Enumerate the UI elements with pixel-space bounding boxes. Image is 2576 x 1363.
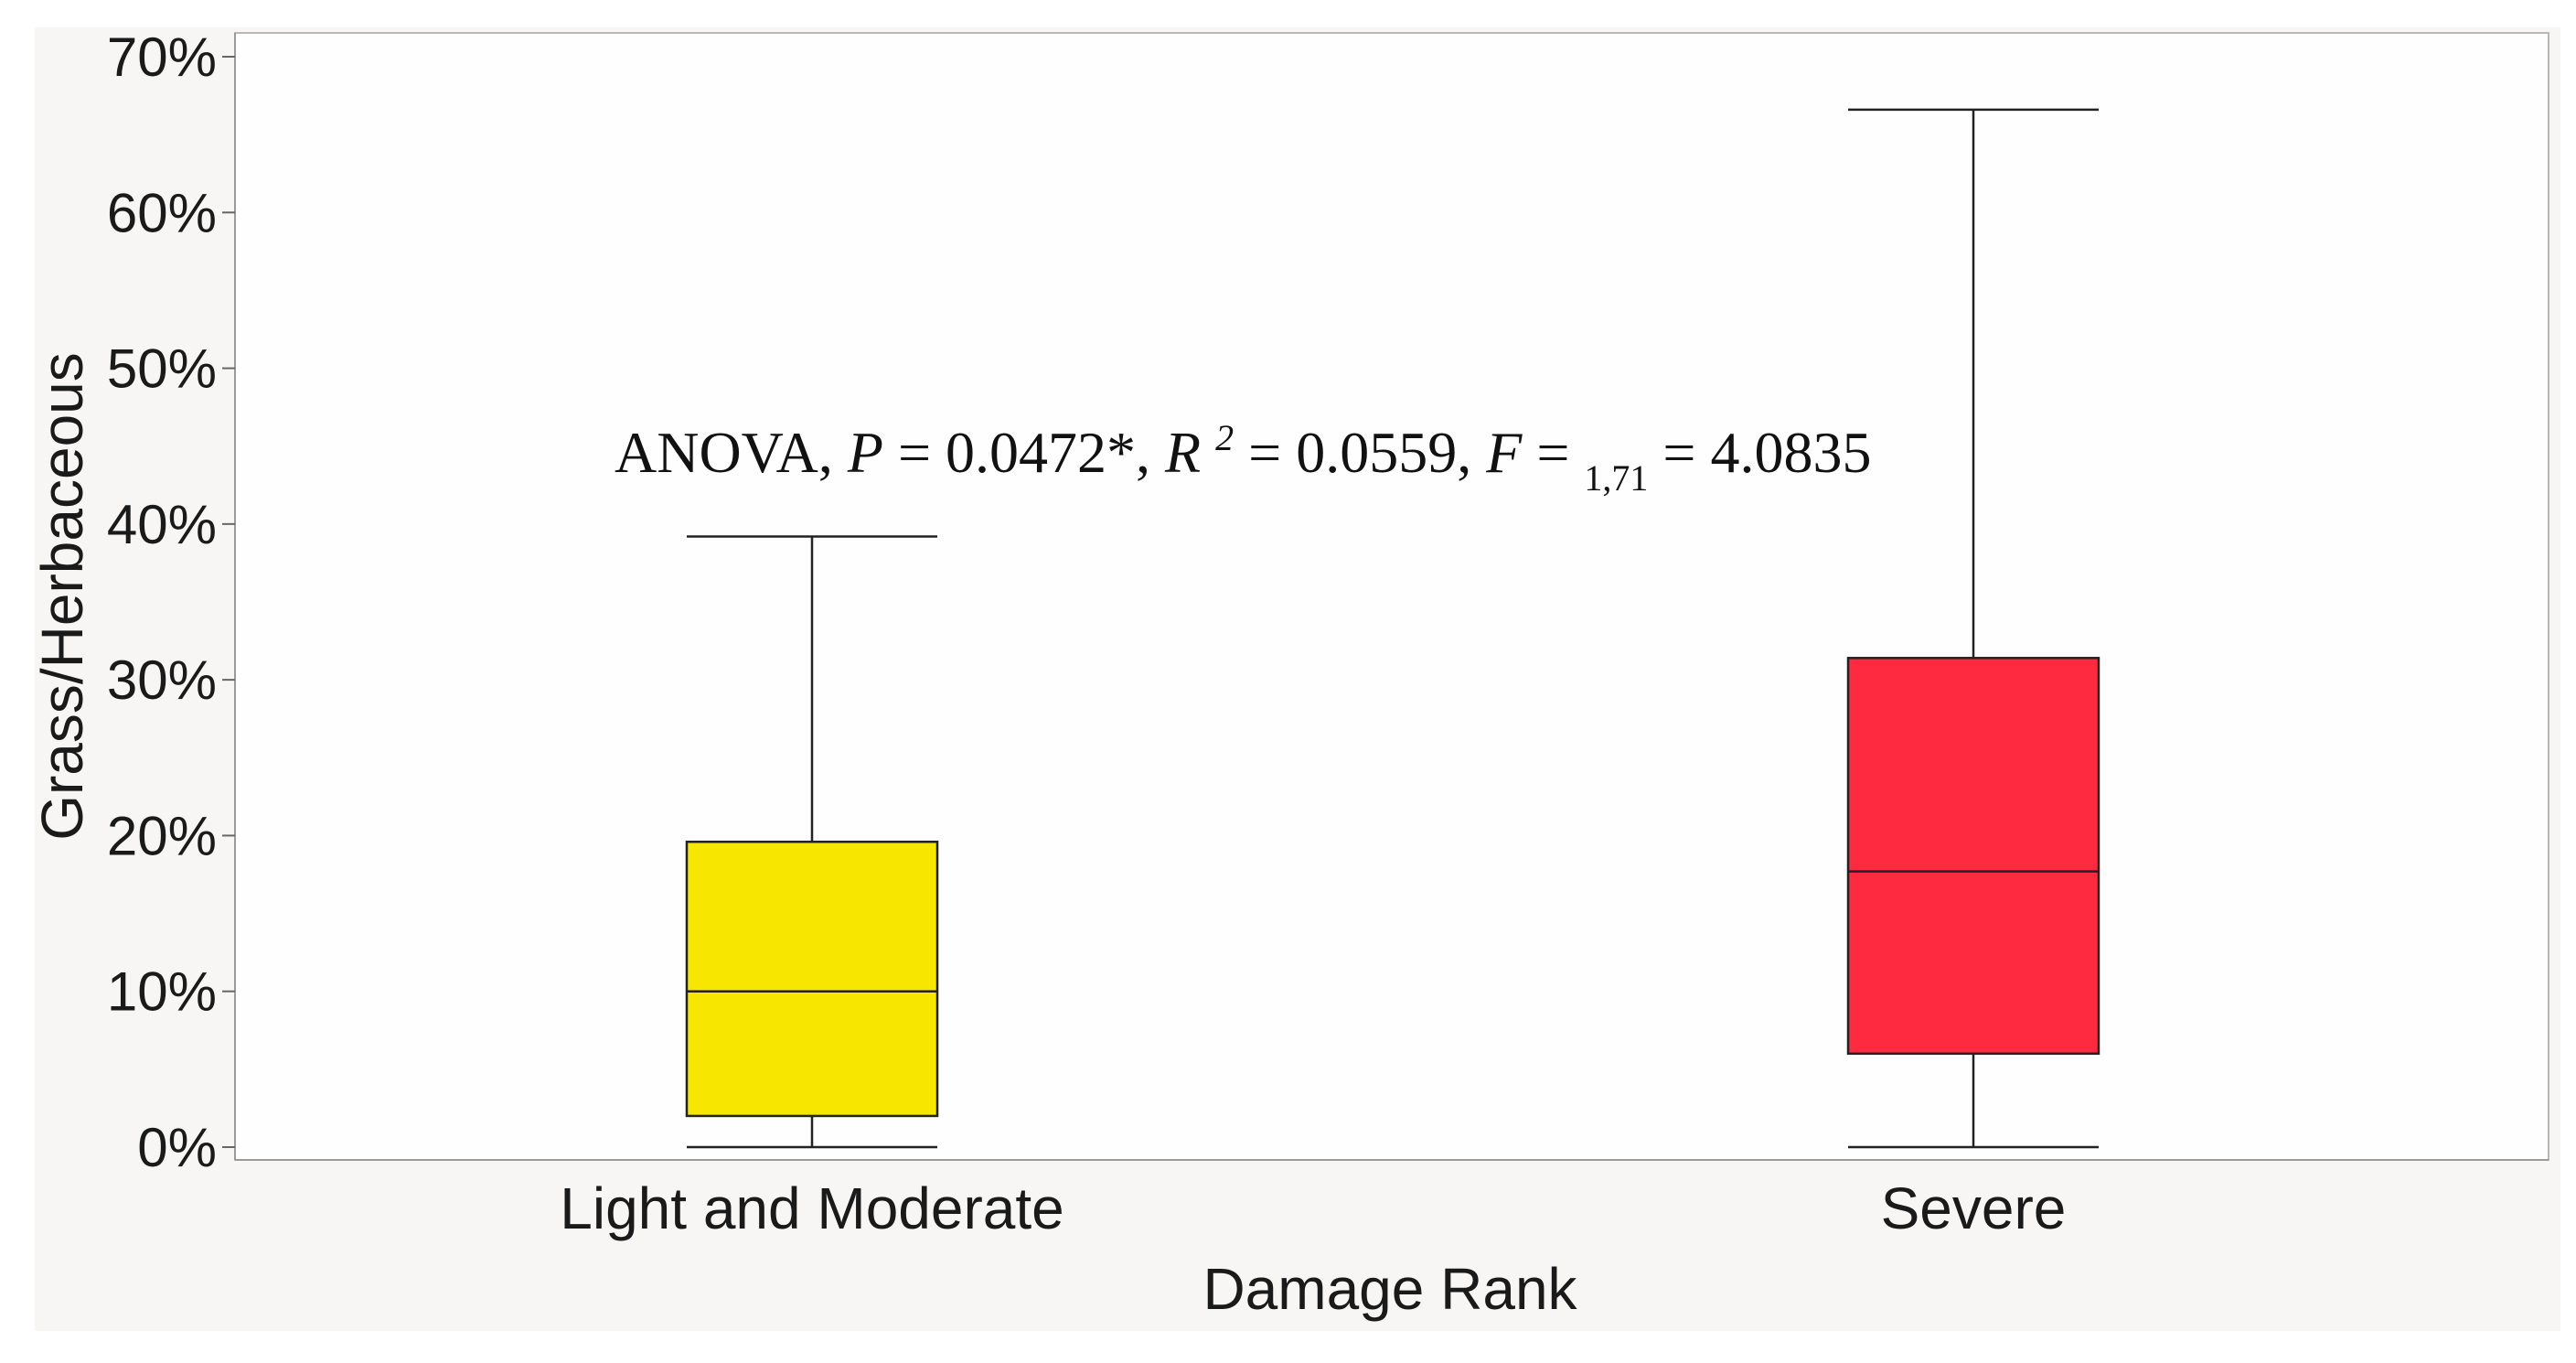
y-tick-label: 0% — [137, 1117, 217, 1178]
x-axis-title: Damage Rank — [1202, 1256, 1577, 1322]
f-subscript: 1,71 — [1584, 457, 1648, 499]
y-axis-title: Grass/Herbaceous — [29, 352, 95, 841]
iqr-box — [1846, 657, 2100, 1056]
y-tick-label: 50% — [107, 338, 217, 400]
x-axis: Light and Moderate Severe — [235, 1159, 2549, 1241]
y-axis: 0% 10% 20% 30% 40% 50% 60% 70% — [107, 27, 236, 1178]
x-category-label: Light and Moderate — [560, 1175, 1064, 1241]
box-series — [685, 108, 2100, 1149]
y-tick-label: 70% — [107, 27, 217, 88]
x-category-label: Severe — [1881, 1175, 2067, 1241]
r-exponent: 2 — [1215, 417, 1234, 458]
box-light-and-moderate — [685, 535, 939, 1149]
y-tick-label: 40% — [107, 494, 217, 555]
box-severe — [1846, 108, 2100, 1149]
p-symbol: P — [847, 420, 883, 485]
y-tick-label: 10% — [107, 961, 217, 1023]
iqr-box — [685, 840, 939, 1118]
plot-area — [234, 32, 2549, 1161]
f-value: = 4.0835 — [1662, 420, 1871, 485]
r-value: = 0.0559, — [1248, 420, 1486, 485]
anova-prefix: ANOVA, — [615, 420, 848, 485]
f-equals: = — [1536, 420, 1584, 485]
y-tick-label: 30% — [107, 649, 217, 711]
f-symbol: F — [1485, 420, 1523, 485]
anova-annotation: ANOVA, P = 0.0472*, R 2 = 0.0559, F = 1,… — [615, 398, 1872, 503]
p-value: = 0.0472*, — [898, 420, 1165, 485]
y-tick-label: 20% — [107, 805, 217, 866]
r-symbol: R — [1164, 420, 1201, 485]
y-tick-label: 60% — [107, 182, 217, 243]
